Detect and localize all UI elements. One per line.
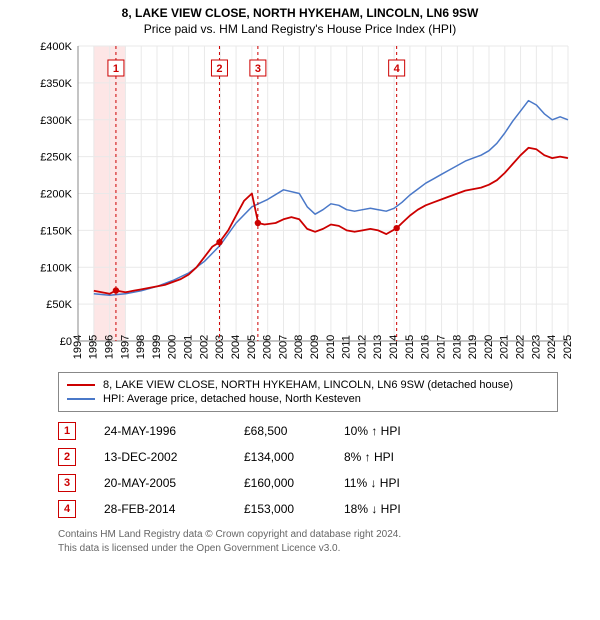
sale-price: £153,000	[244, 502, 344, 516]
svg-text:2006: 2006	[262, 335, 274, 359]
svg-text:2000: 2000	[167, 335, 179, 359]
svg-text:4: 4	[394, 63, 401, 75]
chart-container: 1994199519961997199819992000200120022003…	[20, 36, 580, 366]
svg-text:1999: 1999	[151, 335, 163, 359]
svg-text:2010: 2010	[325, 335, 337, 359]
svg-text:1997: 1997	[119, 335, 131, 359]
svg-text:£300K: £300K	[40, 115, 72, 127]
sale-price: £68,500	[244, 424, 344, 438]
legend-item-hpi: HPI: Average price, detached house, Nort…	[67, 393, 549, 405]
sales-row: 1 24-MAY-1996£68,50010% ↑ HPI	[58, 418, 558, 444]
svg-text:2012: 2012	[356, 335, 368, 359]
svg-text:£150K: £150K	[40, 225, 72, 237]
chart-titles: 8, LAKE VIEW CLOSE, NORTH HYKEHAM, LINCO…	[0, 0, 600, 36]
sale-hpi-diff: 11% ↓ HPI	[344, 476, 504, 490]
svg-text:2008: 2008	[293, 335, 305, 359]
sale-price: £160,000	[244, 476, 344, 490]
svg-text:2002: 2002	[198, 335, 210, 359]
sales-row: 2 13-DEC-2002£134,0008% ↑ HPI	[58, 444, 558, 470]
sale-marker-badge: 3	[58, 474, 76, 492]
svg-text:£350K: £350K	[40, 78, 72, 90]
legend-swatch-property	[67, 384, 95, 386]
svg-text:2009: 2009	[309, 335, 321, 359]
svg-text:3: 3	[255, 63, 261, 75]
svg-text:1996: 1996	[104, 335, 116, 359]
svg-text:2013: 2013	[372, 335, 384, 359]
sale-date: 13-DEC-2002	[104, 450, 244, 464]
svg-text:2: 2	[216, 63, 222, 75]
footer-line-1: Contains HM Land Registry data © Crown c…	[58, 528, 558, 542]
legend-label-hpi: HPI: Average price, detached house, Nort…	[103, 393, 361, 405]
sale-marker-badge: 2	[58, 448, 76, 466]
svg-text:2018: 2018	[451, 335, 463, 359]
sale-hpi-diff: 18% ↓ HPI	[344, 502, 504, 516]
svg-text:1998: 1998	[135, 335, 147, 359]
sale-date: 28-FEB-2014	[104, 502, 244, 516]
svg-text:£50K: £50K	[46, 299, 72, 311]
svg-text:2011: 2011	[341, 335, 353, 359]
svg-text:2019: 2019	[467, 335, 479, 359]
price-chart: 1994199519961997199819992000200120022003…	[20, 36, 580, 366]
svg-text:2003: 2003	[214, 335, 226, 359]
sale-hpi-diff: 10% ↑ HPI	[344, 424, 504, 438]
sales-row: 3 20-MAY-2005£160,00011% ↓ HPI	[58, 470, 558, 496]
title-subtitle: Price paid vs. HM Land Registry's House …	[0, 22, 600, 36]
title-address: 8, LAKE VIEW CLOSE, NORTH HYKEHAM, LINCO…	[0, 6, 600, 20]
svg-text:2007: 2007	[277, 335, 289, 359]
svg-text:2014: 2014	[388, 335, 400, 359]
sale-date: 20-MAY-2005	[104, 476, 244, 490]
svg-text:2021: 2021	[499, 335, 511, 359]
svg-text:2015: 2015	[404, 335, 416, 359]
svg-text:2022: 2022	[514, 335, 526, 359]
svg-text:2005: 2005	[246, 335, 258, 359]
sale-date: 24-MAY-1996	[104, 424, 244, 438]
attribution-footer: Contains HM Land Registry data © Crown c…	[58, 528, 558, 555]
sales-table: 1 24-MAY-1996£68,50010% ↑ HPI 2 13-DEC-2002…	[58, 418, 558, 522]
svg-text:2025: 2025	[562, 335, 574, 359]
sale-hpi-diff: 8% ↑ HPI	[344, 450, 504, 464]
legend: 8, LAKE VIEW CLOSE, NORTH HYKEHAM, LINCO…	[58, 372, 558, 412]
svg-text:£0: £0	[60, 336, 72, 348]
svg-text:£100K: £100K	[40, 262, 72, 274]
svg-text:2020: 2020	[483, 335, 495, 359]
svg-text:2001: 2001	[183, 335, 195, 359]
svg-text:£200K: £200K	[40, 189, 72, 201]
legend-label-property: 8, LAKE VIEW CLOSE, NORTH HYKEHAM, LINCO…	[103, 379, 513, 391]
svg-text:£250K: £250K	[40, 152, 72, 164]
svg-text:2023: 2023	[530, 335, 542, 359]
footer-line-2: This data is licensed under the Open Gov…	[58, 542, 558, 556]
sale-marker-badge: 1	[58, 422, 76, 440]
svg-text:2016: 2016	[420, 335, 432, 359]
sale-marker-badge: 4	[58, 500, 76, 518]
legend-swatch-hpi	[67, 398, 95, 400]
svg-text:£400K: £400K	[40, 41, 72, 53]
legend-item-property: 8, LAKE VIEW CLOSE, NORTH HYKEHAM, LINCO…	[67, 379, 549, 391]
sale-price: £134,000	[244, 450, 344, 464]
svg-text:2004: 2004	[230, 335, 242, 359]
svg-text:1995: 1995	[88, 335, 100, 359]
svg-text:2017: 2017	[435, 335, 447, 359]
svg-text:1: 1	[113, 63, 119, 75]
sales-row: 4 28-FEB-2014£153,00018% ↓ HPI	[58, 496, 558, 522]
svg-text:2024: 2024	[546, 335, 558, 359]
